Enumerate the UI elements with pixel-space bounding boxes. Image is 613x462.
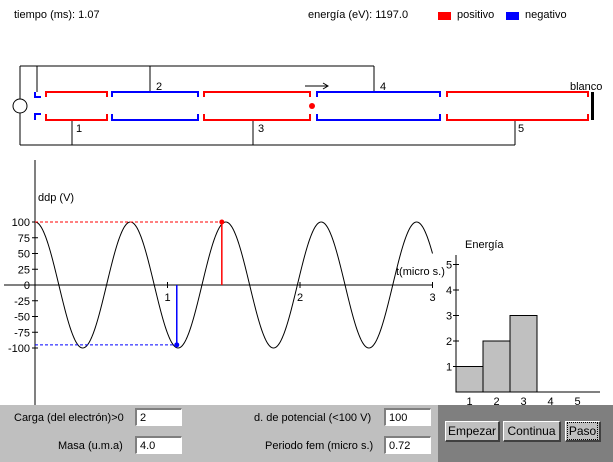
voltage-y-tick-label: -75 [14, 327, 30, 339]
energy-bar-1 [455, 366, 484, 393]
energy-readout: energía (eV): 1197.0 [308, 9, 409, 21]
period-label: Periodo fem (micro s.) [265, 440, 374, 452]
charts-area: ddp (V) t(micro s.) 1007550250-25-50-75-… [4, 160, 600, 405]
drift-tube-4 [316, 91, 441, 121]
mass-label: Masa (u.m.a) [58, 440, 123, 452]
energy-x-tick-label: 4 [547, 396, 553, 405]
particle [309, 103, 315, 109]
energy-y-tick-label: 4 [446, 285, 452, 297]
drift-tube-3 [203, 91, 311, 121]
energy-y-tick-label: 2 [446, 336, 452, 348]
tube-label-3: 3 [258, 123, 264, 135]
energy-x-tick-label: 3 [520, 396, 526, 405]
step-button-label: Paso [566, 422, 599, 440]
voltage-chart: ddp (V) t(micro s.) 100 75 50 25 0 -25 -50 -75 -… [4, 160, 445, 405]
legend-negative: negativo [525, 9, 567, 21]
potential-label: d. de potencial (<100 V) [254, 412, 372, 424]
tube-label-2: 2 [156, 81, 162, 93]
voltage-y-tick-label: 25 [18, 264, 30, 276]
charge-input[interactable] [135, 408, 182, 426]
voltage-x-label: t(micro s.) [396, 266, 445, 278]
voltage-y-tick-label: -100 [8, 343, 30, 355]
voltage-x-tick-label: 2 [297, 292, 303, 304]
energy-chart: Energía 1 2 3 4 5 1 2 3 4 5 [446, 239, 600, 405]
voltage-y-tick-label: 50 [18, 249, 30, 261]
direction-arrow-icon [305, 82, 329, 90]
drift-tube-2 [111, 91, 199, 121]
energy-y-tick-label: 5 [446, 260, 452, 272]
continue-button[interactable]: Continua [503, 421, 561, 442]
voltage-wave [34, 221, 433, 349]
drift-tube-1 [45, 91, 108, 121]
start-button-label: Empezar [447, 424, 497, 438]
energy-bar-3 [509, 315, 538, 393]
drift-tube-5 [446, 91, 589, 121]
target-label: blanco [570, 81, 602, 93]
potential-input[interactable] [384, 408, 431, 426]
period-input[interactable] [384, 436, 431, 454]
tube-label-5: 5 [518, 123, 524, 135]
tube-label-1: 1 [76, 123, 82, 135]
energy-x-tick-label: 1 [466, 396, 472, 405]
ac-source-icon [12, 98, 28, 114]
tube-label-4: 4 [380, 81, 386, 93]
negative-swatch [506, 12, 519, 20]
voltage-y-tick-label: 0 [24, 280, 30, 292]
voltage-y-tick-label: 100 [12, 217, 30, 229]
start-electrode [34, 92, 41, 120]
target-plate [591, 92, 594, 120]
accelerator-diagram: blanco 2 4 1 3 5 [12, 65, 602, 146]
energy-bar-2 [482, 340, 511, 393]
start-button[interactable]: Empezar [445, 421, 500, 442]
voltage-y-tick-label: -50 [14, 312, 30, 324]
voltage-y-label: ddp (V) [38, 192, 74, 204]
voltage-y-tick-label: 75 [18, 233, 30, 245]
energy-chart-title: Energía [465, 239, 504, 251]
energy-y-tick-label: 3 [446, 311, 452, 323]
step-button[interactable]: Paso [565, 421, 601, 442]
time-readout: tiempo (ms): 1.07 [14, 9, 100, 21]
energy-y-tick-label: 1 [446, 362, 452, 374]
legend-positive: positivo [457, 9, 495, 21]
energy-x-tick-label: 5 [574, 396, 580, 405]
voltage-y-tick-label: -25 [14, 296, 30, 308]
positive-swatch [438, 12, 451, 20]
energy-x-tick-label: 2 [493, 396, 499, 405]
marker-point-2 [219, 219, 225, 225]
continue-button-label: Continua [507, 424, 556, 438]
voltage-x-tick-label: 1 [165, 292, 171, 304]
mass-input[interactable] [135, 436, 182, 454]
charge-label: Carga (del electrón)>0 [14, 412, 124, 424]
marker-point-1 [174, 342, 180, 348]
voltage-x-tick-label: 3 [430, 292, 436, 304]
button-panel: Empezar Continua Paso [438, 405, 613, 462]
